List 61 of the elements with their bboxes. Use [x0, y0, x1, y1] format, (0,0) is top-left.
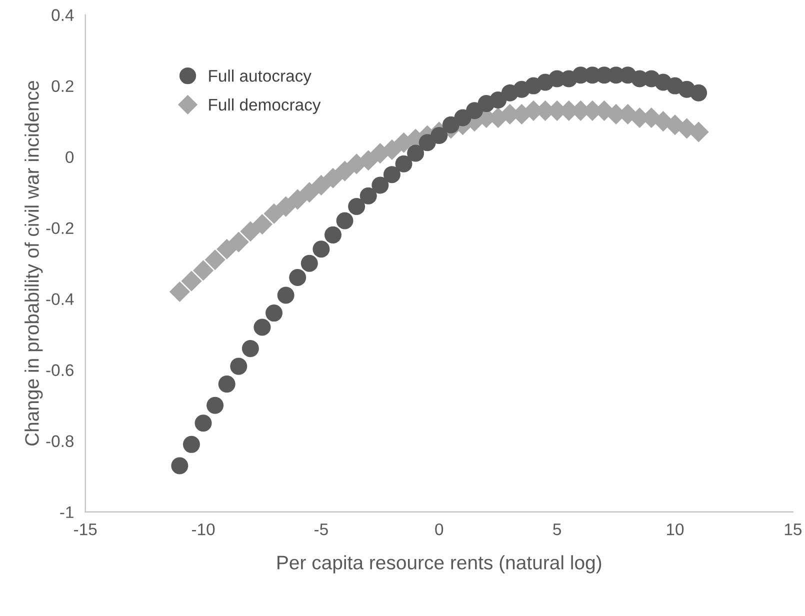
point: [276, 196, 296, 217]
point: [395, 155, 412, 172]
point: [324, 226, 342, 244]
y-tick-label: 0.4: [52, 9, 74, 21]
point: [289, 269, 306, 286]
point: [194, 414, 212, 432]
x-tick-label: -10: [192, 523, 215, 536]
point: [181, 270, 202, 292]
y-tick-label: -0.2: [46, 222, 74, 234]
point: [336, 212, 354, 230]
point: [192, 260, 214, 281]
point: [264, 203, 284, 224]
point: [230, 358, 248, 375]
y-tick-label: 0.2: [52, 80, 74, 92]
point: [169, 281, 190, 302]
y-tick-label: 0: [66, 151, 74, 164]
y-tick-label: -0.4: [46, 293, 74, 306]
point: [690, 84, 708, 102]
legend-label: Full democracy: [209, 98, 321, 114]
point: [277, 286, 294, 304]
point: [287, 189, 308, 210]
point: [218, 376, 236, 393]
point: [252, 214, 273, 235]
y-tick-label: -0.8: [46, 435, 74, 448]
point: [240, 221, 261, 242]
point: [266, 304, 283, 322]
point: [372, 176, 389, 194]
point: [254, 318, 271, 336]
point: [242, 340, 259, 358]
point: [383, 166, 400, 184]
x-tick-label: 5: [553, 524, 561, 536]
point: [360, 187, 377, 204]
point: [418, 134, 436, 152]
y-axis-title: Change in probability of civil war incidence: [24, 80, 43, 446]
point: [228, 232, 249, 252]
point: [300, 254, 318, 272]
point: [466, 102, 484, 120]
point: [182, 436, 200, 453]
x-tick-label: 0: [435, 523, 444, 536]
point: [348, 198, 366, 216]
point: [299, 182, 320, 203]
point: [312, 240, 330, 258]
point: [310, 174, 332, 196]
x-tick-label: -15: [74, 524, 97, 536]
x-axis-title: Per capita resource rents (natural log): [278, 555, 602, 574]
x-tick-label: -5: [314, 524, 328, 536]
point: [430, 127, 448, 144]
point: [407, 144, 424, 162]
point: [171, 457, 188, 474]
point: [206, 396, 224, 414]
point: [322, 168, 344, 188]
legend-label: Full autocracy: [209, 70, 312, 86]
point: [334, 160, 356, 182]
y-tick-label: -1: [60, 506, 74, 518]
x-tick-label: 15: [784, 524, 802, 536]
point: [216, 238, 238, 260]
y-tick-label: -0.6: [46, 364, 74, 376]
point: [490, 92, 507, 109]
x-tick-label: 10: [666, 523, 684, 536]
point: [442, 116, 460, 134]
point: [204, 249, 226, 270]
